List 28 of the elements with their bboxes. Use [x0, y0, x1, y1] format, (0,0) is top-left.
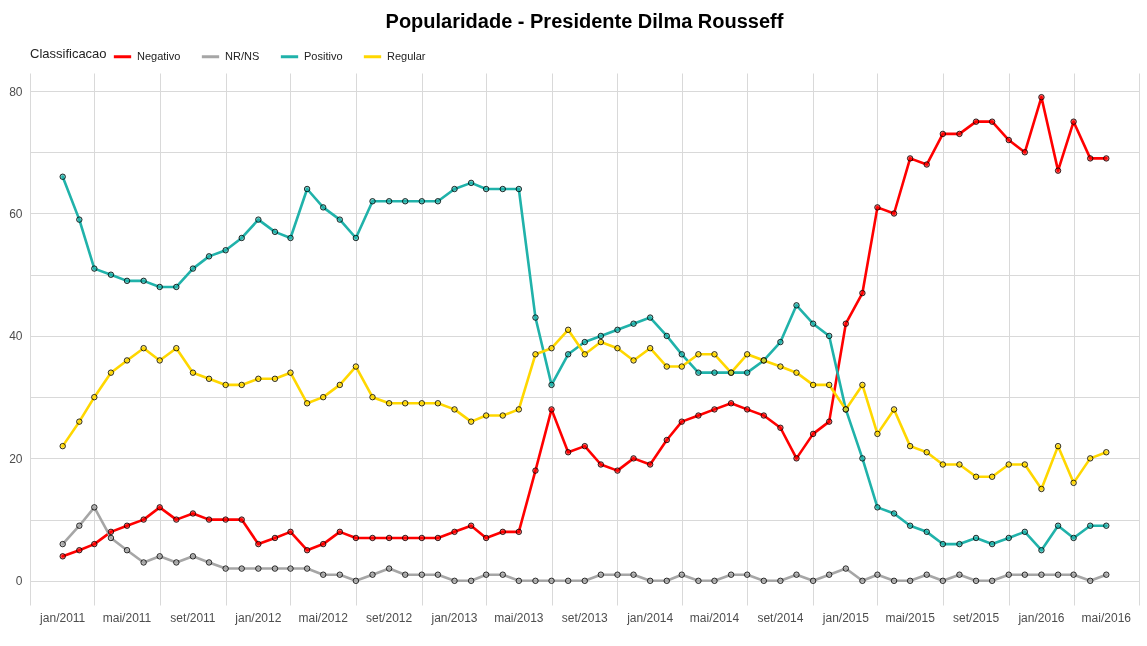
x-tick-label: jan/2012 [234, 611, 282, 625]
x-tick-label: jan/2016 [1017, 611, 1065, 625]
legend-label: Positivo [304, 49, 343, 62]
legend-label: Negativo [137, 49, 181, 62]
x-tick-label: set/2011 [170, 611, 216, 625]
x-tick-label: jan/2015 [821, 611, 870, 625]
x-tick-label: jan/2011 [39, 611, 86, 625]
x-tick-label: mai/2016 [1081, 611, 1132, 625]
x-tick-label: mai/2012 [298, 611, 349, 625]
x-tick-label: set/2015 [953, 611, 1000, 625]
x-tick-label: set/2014 [757, 611, 804, 625]
y-tick-label: 20 [9, 451, 23, 466]
x-tick-label: jan/2013 [430, 611, 478, 625]
x-tick-label: jan/2014 [626, 611, 674, 625]
chart-title: Popularidade - Presidente Dilma Rousseff [385, 10, 784, 32]
legend-label: Regular [387, 49, 426, 62]
x-tick-label: mai/2013 [494, 611, 544, 625]
y-tick-label: 60 [9, 207, 23, 221]
x-tick-label: mai/2015 [885, 611, 936, 625]
x-tick-label: set/2013 [561, 611, 609, 625]
y-tick-label: 40 [9, 329, 23, 344]
x-tick-label: mai/2011 [102, 611, 152, 625]
y-tick-label: 80 [9, 84, 23, 99]
y-tick-label: 0 [15, 574, 23, 589]
legend-label: NR/NS [225, 49, 260, 62]
x-tick-label: mai/2014 [689, 611, 740, 625]
legend-title: Classificacao [30, 46, 107, 61]
x-tick-label: set/2012 [366, 611, 413, 625]
